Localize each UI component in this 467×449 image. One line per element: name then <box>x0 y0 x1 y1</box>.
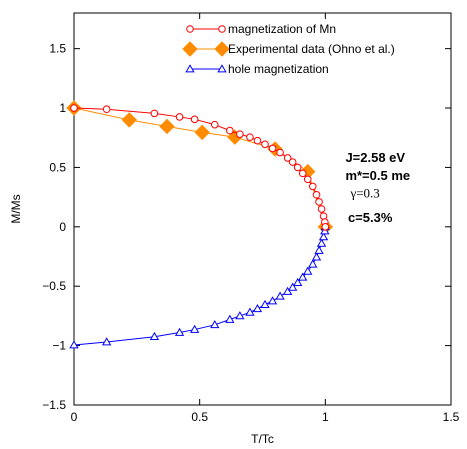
plot-frame <box>73 12 452 406</box>
x-tick-label: 0 <box>71 410 78 424</box>
y-tick-label: 0 <box>59 220 66 234</box>
data-point <box>189 324 200 333</box>
data-point <box>252 303 263 313</box>
data-point <box>261 140 269 149</box>
data-point <box>70 104 78 112</box>
x-axis-title: T/Tc <box>251 432 274 446</box>
legend-marker <box>217 64 227 73</box>
data-point <box>282 286 293 295</box>
data-point <box>275 291 285 300</box>
data-point <box>315 198 323 206</box>
series-line <box>73 107 326 227</box>
data-point <box>175 113 184 121</box>
legend-marker <box>218 25 226 33</box>
data-point <box>174 327 185 336</box>
legend-marker <box>186 25 194 33</box>
series-line <box>73 107 326 227</box>
legend-marker <box>214 41 230 57</box>
data-point <box>308 182 317 191</box>
y-axis-title: M/Ms <box>9 194 23 223</box>
y-tick-label: 0.5 <box>49 160 66 174</box>
data-point <box>288 158 297 166</box>
data-point <box>314 245 324 254</box>
data-point <box>102 105 111 114</box>
annotation-label: J=2.58 eV <box>345 150 405 165</box>
y-tick-label: −1 <box>52 339 66 353</box>
data-point <box>267 296 278 305</box>
data-point <box>316 238 327 247</box>
data-point <box>159 118 175 135</box>
data-point <box>69 340 79 349</box>
data-point <box>102 337 112 346</box>
y-tick-label: −0.5 <box>42 279 66 293</box>
data-point <box>293 163 302 172</box>
data-point <box>308 259 318 268</box>
data-point <box>246 133 254 141</box>
y-tick-label: 1.5 <box>49 42 66 56</box>
data-point <box>253 136 262 145</box>
y-tick-label: 1 <box>59 101 66 115</box>
data-point <box>260 299 270 308</box>
data-point <box>210 120 219 129</box>
data-point <box>311 252 322 261</box>
annotation-label: γ=0.3 <box>349 186 379 201</box>
data-point <box>293 277 303 286</box>
data-point <box>287 282 298 291</box>
x-tick-label: 1 <box>322 410 329 424</box>
data-point <box>225 314 235 323</box>
legend-label: hole magnetization <box>228 62 329 76</box>
data-point <box>226 126 234 135</box>
data-point <box>210 320 220 329</box>
legend-label: Experimental data (Ohno et al.) <box>228 42 395 56</box>
data-point <box>303 175 312 184</box>
data-point <box>312 190 321 199</box>
data-point <box>276 148 284 157</box>
series-hole-magnetization <box>69 222 330 349</box>
data-point <box>298 272 308 281</box>
series-line <box>73 226 326 346</box>
annotation-label: m*=0.5 me <box>345 168 410 183</box>
series-mn-magnetization <box>70 104 330 231</box>
data-point <box>317 205 326 213</box>
legend-label: magnetization of Mn <box>228 22 336 36</box>
data-point <box>236 130 244 138</box>
legend-marker <box>182 41 198 57</box>
y-tick-label: −1.5 <box>42 398 66 412</box>
data-point <box>268 144 277 153</box>
x-tick-label: 0.5 <box>191 410 208 424</box>
data-point <box>245 307 255 316</box>
legend-marker <box>185 64 195 73</box>
data-point <box>321 223 330 231</box>
data-point <box>235 311 245 320</box>
data-point <box>303 266 313 275</box>
data-point <box>150 109 159 118</box>
data-point <box>121 112 138 128</box>
data-point <box>283 154 292 162</box>
data-point <box>149 331 160 341</box>
data-point <box>190 115 199 124</box>
data-point <box>194 124 210 141</box>
x-tick-label: 1.5 <box>443 410 460 424</box>
annotation-label: c=5.3% <box>348 210 393 225</box>
data-point <box>298 169 307 178</box>
data-point <box>318 232 329 241</box>
